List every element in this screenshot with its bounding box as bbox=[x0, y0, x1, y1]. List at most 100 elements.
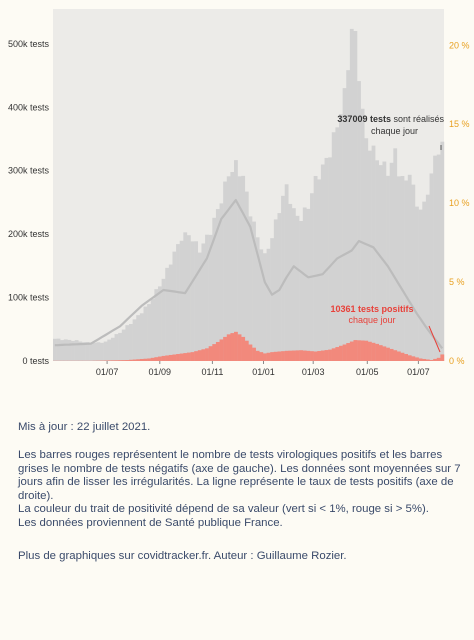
negative-bar bbox=[255, 237, 260, 361]
negative-bar bbox=[234, 160, 238, 361]
negative-bar bbox=[190, 241, 195, 361]
positive-bar bbox=[433, 358, 437, 361]
negative-bar bbox=[353, 31, 358, 362]
positive-bar bbox=[407, 355, 412, 361]
positive-bar bbox=[367, 341, 372, 361]
positive-bar bbox=[411, 356, 416, 361]
positive-bar bbox=[440, 354, 445, 361]
positive-bar bbox=[107, 360, 112, 361]
negative-bar bbox=[407, 174, 412, 361]
positive-bar bbox=[230, 333, 235, 361]
negative-bar bbox=[161, 278, 166, 361]
positive-bar bbox=[255, 350, 260, 361]
positive-bar bbox=[223, 336, 227, 361]
negative-bar bbox=[71, 340, 75, 361]
right-axis-ticks: 0 % 5 % 10 % 15 % 20 % bbox=[449, 40, 470, 366]
negative-bar bbox=[422, 201, 427, 361]
positive-bar bbox=[306, 350, 311, 361]
right-tick-label: 0 % bbox=[449, 356, 465, 366]
x-tick-label: 01/03 bbox=[302, 367, 325, 377]
negative-bar bbox=[85, 342, 90, 361]
positive-bar bbox=[139, 358, 144, 361]
positive-bar bbox=[378, 345, 383, 361]
positive-bar bbox=[349, 341, 354, 361]
negative-bar bbox=[114, 334, 119, 361]
negative-bar bbox=[183, 232, 188, 361]
positive-bar bbox=[215, 341, 220, 361]
positive-bar bbox=[125, 360, 130, 361]
negative-bar bbox=[248, 216, 253, 361]
positive-bar bbox=[172, 354, 177, 361]
positifs-annotation-leader bbox=[428, 325, 441, 353]
negative-bar bbox=[411, 184, 416, 361]
positive-bar bbox=[121, 360, 126, 361]
negative-bar bbox=[320, 164, 325, 361]
positive-bar bbox=[118, 360, 122, 361]
negative-bar bbox=[259, 249, 264, 361]
negative-bar bbox=[168, 264, 173, 361]
negative-bar bbox=[186, 235, 191, 361]
positive-bar bbox=[237, 334, 242, 361]
positive-bar bbox=[436, 357, 441, 361]
negative-bar bbox=[74, 340, 79, 361]
negative-bar bbox=[433, 155, 437, 361]
negative-bar bbox=[273, 219, 278, 361]
positive-bar bbox=[404, 354, 408, 361]
negative-bar bbox=[63, 339, 68, 361]
negative-bar bbox=[237, 176, 242, 361]
negative-bar bbox=[129, 324, 133, 361]
positive-bar bbox=[244, 340, 249, 361]
positive-bar bbox=[205, 348, 209, 361]
x-axis-ticks: 01/07 01/09 01/11 01/01 01/03 01/05 01/07 bbox=[96, 361, 430, 377]
right-tick-label: 20 % bbox=[449, 40, 470, 50]
chart: 0 tests 100k tests 200k tests 300k tests 400… bbox=[8, 9, 470, 377]
negative-bar bbox=[375, 160, 380, 361]
negative-bar bbox=[78, 341, 83, 361]
positive-bar bbox=[262, 353, 267, 361]
positive-bar bbox=[212, 344, 217, 361]
negative-bar bbox=[215, 209, 220, 361]
positive-bar bbox=[270, 352, 275, 361]
positive-bar bbox=[310, 351, 314, 361]
left-tick-label: 300k tests bbox=[8, 166, 50, 176]
negative-bar bbox=[100, 342, 104, 361]
negative-bar bbox=[132, 319, 137, 361]
update-note: Mis à jour : 22 juillet 2021. bbox=[18, 421, 151, 433]
legend-paragraph: Les barres rouges représentent le nombre… bbox=[18, 449, 461, 502]
left-tick-label: 500k tests bbox=[8, 39, 50, 49]
positive-bar bbox=[157, 356, 162, 361]
negative-bar bbox=[125, 325, 130, 361]
positive-bar bbox=[186, 352, 191, 361]
negative-bar bbox=[317, 179, 322, 361]
negative-bar bbox=[440, 141, 445, 361]
positive-bar bbox=[161, 355, 166, 361]
right-tick-label: 15 % bbox=[449, 119, 470, 129]
tests-annotation-line2: chaque jour bbox=[371, 126, 418, 136]
positive-bar bbox=[143, 358, 148, 361]
positive-bar bbox=[415, 357, 419, 361]
negative-bar bbox=[172, 251, 177, 361]
chart-svg: 0 tests 100k tests 200k tests 300k tests 400… bbox=[8, 9, 470, 377]
positive-bar bbox=[252, 347, 256, 361]
positive-bar bbox=[386, 347, 390, 361]
positive-bar bbox=[324, 350, 329, 361]
positive-bar bbox=[299, 350, 304, 361]
positive-bar bbox=[288, 350, 293, 361]
negative-bar bbox=[165, 267, 170, 361]
negative-bar bbox=[223, 181, 227, 361]
negative-bar bbox=[139, 313, 144, 361]
negative-bar bbox=[107, 339, 112, 361]
positive-bar bbox=[273, 351, 278, 361]
x-tick-label: 01/07 bbox=[96, 367, 119, 377]
negative-bar bbox=[89, 343, 94, 361]
positive-bar bbox=[197, 350, 202, 361]
positive-bar bbox=[136, 359, 141, 361]
negative-bar bbox=[328, 157, 332, 361]
negative-bar bbox=[335, 127, 340, 361]
positive-bar bbox=[183, 353, 188, 361]
negative-bar bbox=[400, 176, 405, 361]
positive-bar bbox=[190, 352, 195, 361]
negative-bar bbox=[378, 165, 383, 361]
negative-bar bbox=[270, 238, 275, 361]
positive-bar bbox=[342, 344, 347, 361]
